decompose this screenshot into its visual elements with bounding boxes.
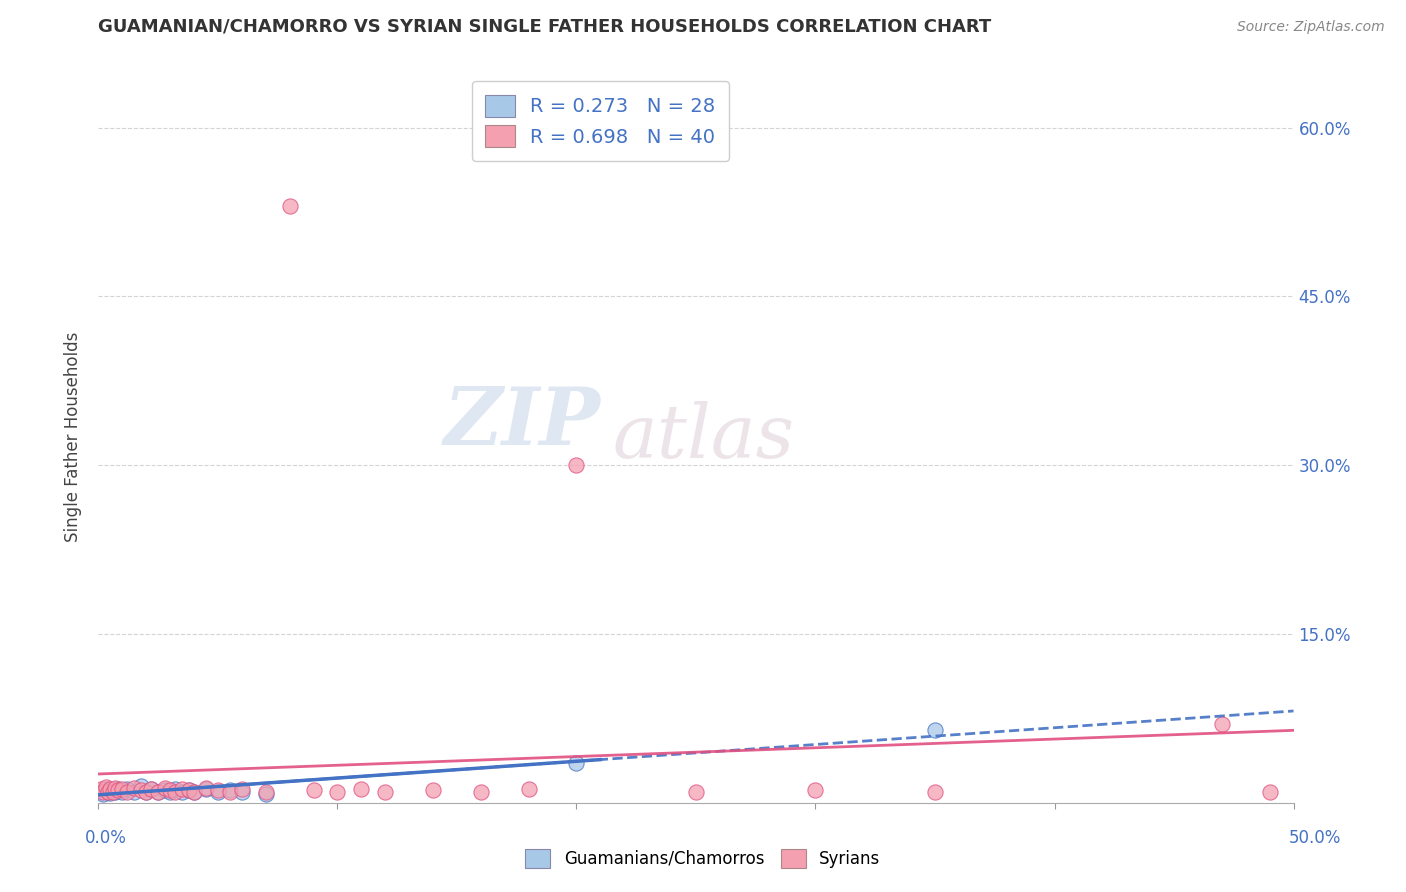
Point: [163, 784, 186, 798]
Point: [148, 784, 170, 798]
Text: atlas: atlas: [613, 401, 794, 474]
Text: ZIP: ZIP: [443, 384, 600, 461]
Point: [159, 784, 181, 798]
Point: [804, 783, 827, 797]
Text: 0.0%: 0.0%: [84, 829, 127, 847]
Point: [91, 787, 114, 801]
Point: [517, 782, 540, 797]
Point: [104, 784, 127, 798]
Point: [97, 784, 120, 798]
Point: [98, 782, 122, 797]
Point: [179, 783, 201, 797]
Text: GUAMANIAN/CHAMORRO VS SYRIAN SINGLE FATHER HOUSEHOLDS CORRELATION CHART: GUAMANIAN/CHAMORRO VS SYRIAN SINGLE FATH…: [98, 17, 991, 35]
Point: [90, 784, 112, 798]
Point: [422, 783, 444, 797]
Point: [219, 784, 242, 798]
Point: [183, 784, 205, 798]
Point: [104, 781, 127, 796]
Y-axis label: Single Father Households: Single Father Households: [65, 332, 83, 542]
Point: [278, 199, 301, 213]
Point: [97, 784, 120, 798]
Point: [155, 783, 177, 797]
Point: [685, 784, 707, 798]
Point: [179, 783, 201, 797]
Point: [163, 782, 186, 797]
Point: [135, 784, 157, 798]
Point: [1211, 717, 1233, 731]
Point: [924, 723, 946, 737]
Point: [172, 782, 194, 797]
Point: [94, 780, 117, 794]
Point: [101, 783, 124, 797]
Point: [139, 782, 162, 797]
Point: [254, 784, 277, 798]
Point: [155, 781, 177, 796]
Point: [231, 782, 253, 797]
Point: [924, 784, 946, 798]
Point: [565, 458, 588, 473]
Point: [172, 784, 194, 798]
Point: [101, 784, 124, 798]
Point: [254, 787, 277, 801]
Point: [1258, 784, 1281, 798]
Point: [231, 784, 253, 798]
Point: [131, 783, 153, 797]
Point: [565, 756, 588, 771]
Text: Source: ZipAtlas.com: Source: ZipAtlas.com: [1237, 21, 1385, 34]
Point: [219, 783, 242, 797]
Legend: Guamanians/Chamorros, Syrians: Guamanians/Chamorros, Syrians: [519, 842, 887, 875]
Point: [159, 783, 181, 797]
Point: [350, 782, 373, 797]
Text: 50.0%: 50.0%: [1288, 829, 1341, 847]
Point: [194, 781, 218, 796]
Point: [91, 784, 114, 798]
Point: [115, 784, 138, 798]
Point: [302, 783, 325, 797]
Point: [135, 784, 157, 798]
Point: [94, 782, 117, 797]
Point: [207, 784, 229, 798]
Point: [124, 784, 146, 798]
Point: [139, 782, 162, 797]
Point: [111, 784, 134, 798]
Point: [98, 786, 122, 800]
Point: [148, 784, 170, 798]
Point: [107, 783, 129, 797]
Point: [115, 782, 138, 797]
Point: [124, 781, 146, 796]
Point: [470, 784, 492, 798]
Point: [374, 784, 396, 798]
Point: [90, 782, 112, 797]
Point: [131, 779, 153, 793]
Point: [183, 784, 205, 798]
Legend: R = 0.273   N = 28, R = 0.698   N = 40: R = 0.273 N = 28, R = 0.698 N = 40: [472, 81, 728, 161]
Point: [326, 784, 349, 798]
Point: [194, 782, 218, 797]
Point: [111, 782, 134, 797]
Point: [107, 782, 129, 797]
Point: [207, 783, 229, 797]
